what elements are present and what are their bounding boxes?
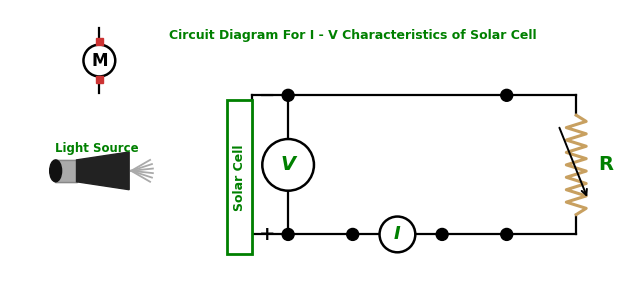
Text: Solar Cell: Solar Cell [233,144,246,211]
Circle shape [500,89,513,101]
Text: V: V [280,155,296,174]
Text: −: − [259,86,276,105]
Bar [96,77,103,84]
Text: Light Source: Light Source [54,142,138,155]
Circle shape [347,229,358,240]
Circle shape [282,229,294,240]
Ellipse shape [50,160,61,182]
Polygon shape [77,152,129,190]
Text: +: + [259,225,276,244]
Circle shape [500,229,513,240]
Circle shape [380,217,415,252]
Text: I: I [394,225,401,243]
Circle shape [262,139,314,191]
Bar [54,160,77,182]
Bar [96,38,103,45]
Circle shape [436,229,448,240]
Text: Circuit Diagram For I - V Characteristics of Solar Cell: Circuit Diagram For I - V Characteristic… [169,29,536,42]
Circle shape [282,89,294,101]
Bar [54,160,77,182]
Text: R: R [598,155,613,174]
Text: M: M [91,52,108,70]
Bar [227,100,252,254]
Circle shape [83,45,115,77]
